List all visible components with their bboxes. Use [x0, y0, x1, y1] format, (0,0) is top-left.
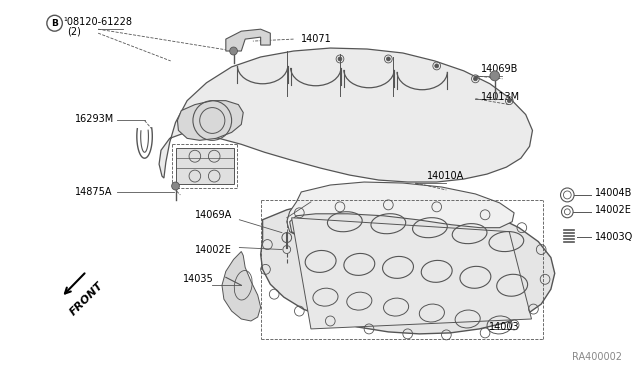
Polygon shape: [222, 251, 260, 321]
Circle shape: [474, 77, 477, 81]
Polygon shape: [287, 182, 514, 238]
Circle shape: [435, 64, 438, 68]
Polygon shape: [177, 101, 243, 140]
Text: 14069B: 14069B: [481, 64, 518, 74]
Circle shape: [172, 182, 179, 190]
Text: 14013M: 14013M: [481, 92, 520, 102]
Text: 14003: 14003: [489, 322, 520, 332]
Text: ¹08120-61228: ¹08120-61228: [63, 17, 132, 27]
Text: B: B: [51, 19, 58, 28]
Text: 14004B: 14004B: [595, 188, 633, 198]
Circle shape: [490, 71, 500, 81]
Circle shape: [338, 57, 342, 61]
Text: 14035: 14035: [183, 274, 214, 284]
Text: 14003Q: 14003Q: [595, 232, 634, 242]
Text: 14002E: 14002E: [195, 244, 232, 254]
Text: 14002E: 14002E: [595, 205, 632, 215]
Text: RA400002: RA400002: [572, 352, 622, 362]
Text: 14875A: 14875A: [75, 187, 113, 197]
Polygon shape: [292, 218, 531, 329]
Polygon shape: [260, 200, 555, 334]
Polygon shape: [159, 48, 532, 182]
Text: FRONT: FRONT: [68, 280, 105, 318]
Circle shape: [387, 57, 390, 61]
Circle shape: [508, 99, 511, 103]
Text: 14010A: 14010A: [427, 171, 464, 181]
Polygon shape: [175, 148, 234, 184]
Text: 16293M: 16293M: [75, 113, 114, 124]
Polygon shape: [226, 29, 270, 51]
Text: 14069A: 14069A: [195, 210, 232, 220]
Circle shape: [230, 47, 237, 55]
Text: 14071: 14071: [301, 34, 332, 44]
Text: (2): (2): [67, 26, 81, 36]
